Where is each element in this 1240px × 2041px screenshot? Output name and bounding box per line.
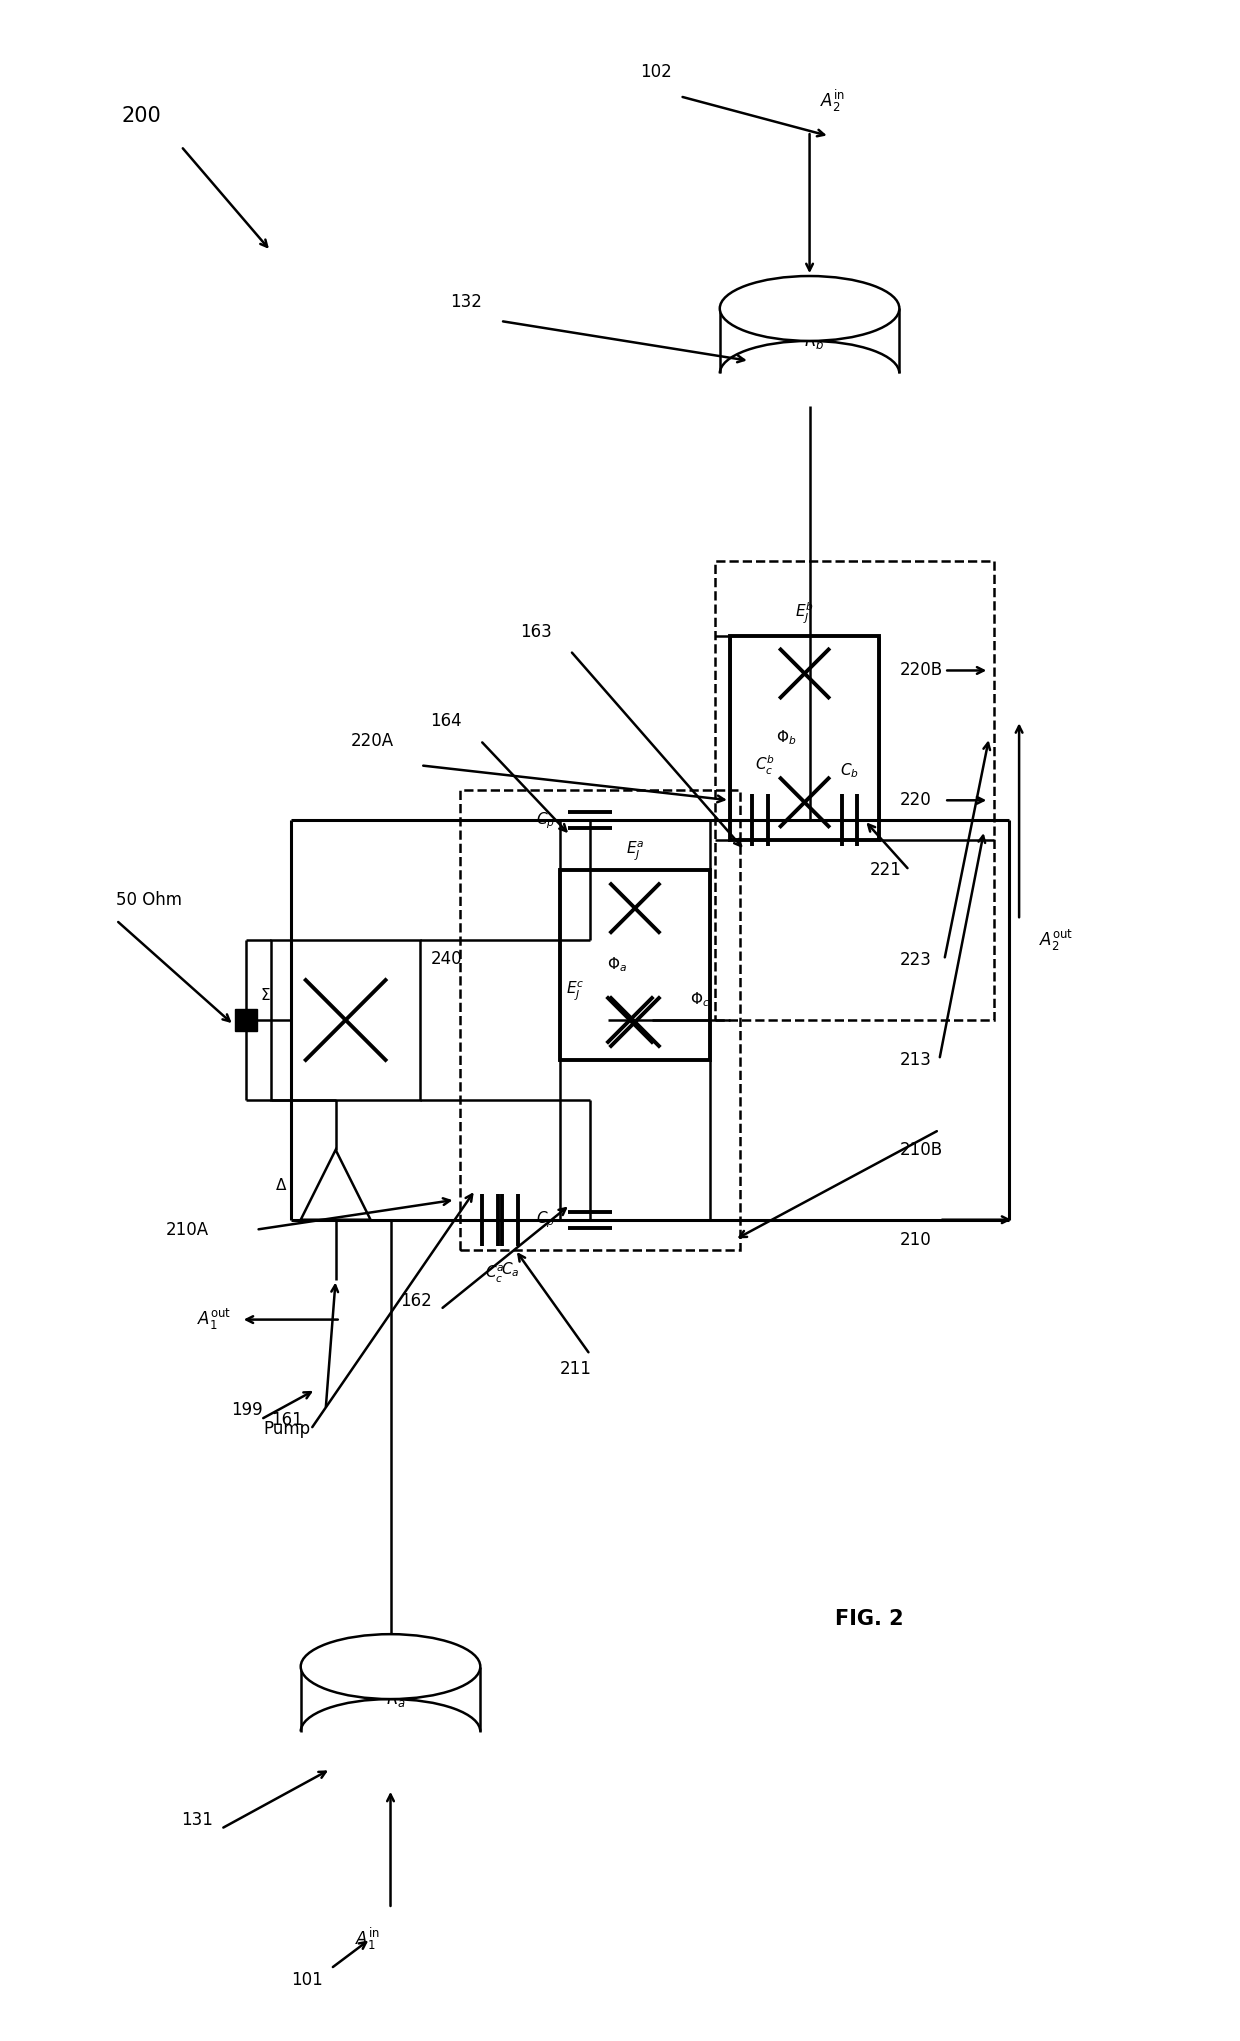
Text: 161: 161 [270, 1412, 303, 1429]
Text: 200: 200 [122, 106, 161, 127]
Text: 199: 199 [231, 1402, 263, 1418]
Text: $E_J^c$: $E_J^c$ [565, 978, 584, 1002]
Text: $R_a$: $R_a$ [386, 1690, 405, 1708]
Text: 220B: 220B [899, 661, 942, 680]
Bar [560, 869, 709, 1059]
Text: $C_c^a$: $C_c^a$ [486, 1263, 505, 1286]
Text: $\Delta$: $\Delta$ [274, 1178, 286, 1192]
Text: 163: 163 [521, 623, 552, 641]
Text: 101: 101 [290, 1972, 322, 1988]
Text: $\Phi_a$: $\Phi_a$ [608, 955, 627, 974]
Text: 220A: 220A [351, 733, 394, 751]
Text: 131: 131 [181, 1810, 213, 1829]
Text: 210A: 210A [166, 1221, 210, 1239]
Text: 50 Ohm: 50 Ohm [117, 892, 182, 908]
Text: $A_1^{\mathrm{out}}$: $A_1^{\mathrm{out}}$ [196, 1306, 231, 1333]
Bar [730, 635, 879, 841]
Text: 213: 213 [899, 1051, 931, 1069]
Text: $A_1^{\mathrm{in}}$: $A_1^{\mathrm{in}}$ [356, 1925, 381, 1951]
Text: $E_J^b$: $E_J^b$ [795, 600, 815, 627]
Text: 210: 210 [899, 1231, 931, 1249]
Text: $C_p$: $C_p$ [536, 1210, 554, 1231]
Bar [714, 561, 994, 1020]
Bar [460, 790, 740, 1249]
Text: $R_b$: $R_b$ [805, 331, 825, 351]
Text: $E_J^a$: $E_J^a$ [626, 839, 645, 861]
Bar [270, 941, 420, 1100]
Text: 132: 132 [450, 294, 482, 310]
Text: 102: 102 [640, 63, 672, 82]
Text: 164: 164 [430, 712, 463, 731]
Text: $C_c^b$: $C_c^b$ [755, 753, 775, 778]
Bar [234, 1008, 257, 1031]
Text: 162: 162 [401, 1292, 433, 1310]
Text: 210B: 210B [899, 1141, 942, 1159]
Text: $A_2^{\mathrm{out}}$: $A_2^{\mathrm{out}}$ [1039, 927, 1074, 953]
Ellipse shape [719, 276, 899, 341]
Text: 240: 240 [430, 951, 463, 967]
Text: $C_a$: $C_a$ [501, 1259, 520, 1280]
Text: 223: 223 [899, 951, 931, 969]
Text: 220: 220 [899, 792, 931, 810]
Text: $\Phi_c$: $\Phi_c$ [689, 990, 709, 1010]
Text: $A_2^{\mathrm{in}}$: $A_2^{\mathrm{in}}$ [820, 88, 844, 114]
Text: Pump: Pump [264, 1421, 311, 1439]
Text: 211: 211 [560, 1359, 591, 1378]
Text: $C_b$: $C_b$ [839, 761, 859, 780]
Text: 221: 221 [869, 861, 901, 880]
Text: $C_p$: $C_p$ [536, 810, 554, 831]
Text: $\Sigma$: $\Sigma$ [260, 988, 272, 1002]
Ellipse shape [301, 1635, 480, 1698]
Text: FIG. 2: FIG. 2 [835, 1608, 904, 1629]
Text: $\Phi_b$: $\Phi_b$ [776, 729, 797, 747]
